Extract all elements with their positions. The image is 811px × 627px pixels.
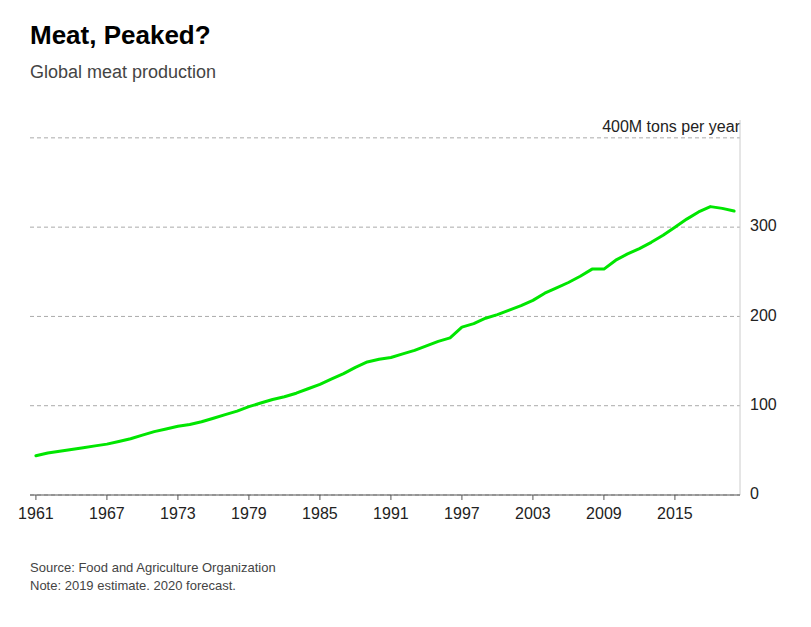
x-tick [106,495,107,500]
x-tick [674,495,675,500]
y-tick-label: 300 [750,217,777,234]
x-tick [248,495,249,500]
y-tick-label: 200 [750,307,777,324]
grid-line [30,316,740,317]
plot-area [36,207,734,456]
y-tick-label: 0 [750,485,759,502]
y-tick-label: 400M tons per year [602,118,741,135]
x-tick-label: 1961 [18,505,54,522]
subtitle: Global meat production [30,62,216,82]
x-tick-label: 2003 [515,505,551,522]
chart: Meat, Peaked? Global meat production 0 100 2… [0,0,811,627]
title: Meat, Peaked? [30,20,211,50]
x-tick-label: 1973 [160,505,196,522]
x-tick-label: 2015 [657,505,693,522]
line [36,207,734,456]
y-grid [30,138,740,495]
x-tick-label: 1985 [302,505,338,522]
x-tick [390,495,391,500]
y-axis-line [740,120,741,495]
x-axis-line [30,494,740,495]
y-tick-label: 100 [750,396,777,413]
x-tick-label: 1967 [89,505,125,522]
source-note: Source: Food and Agriculture Organizatio… [30,560,276,593]
x-tick [319,495,320,500]
x-tick [603,495,604,500]
x-tick-label: 1979 [231,505,267,522]
x-tick-label: 2009 [586,505,622,522]
x-tick-label: 1991 [373,505,409,522]
grid-line [30,495,740,496]
grid-line [30,405,740,406]
grid-line [30,227,740,228]
x-tick [35,495,36,500]
x-tick-label: 1997 [444,505,480,522]
x-tick [532,495,533,500]
grid-line [30,137,740,138]
x-tick [177,495,178,500]
x-tick [461,495,462,500]
